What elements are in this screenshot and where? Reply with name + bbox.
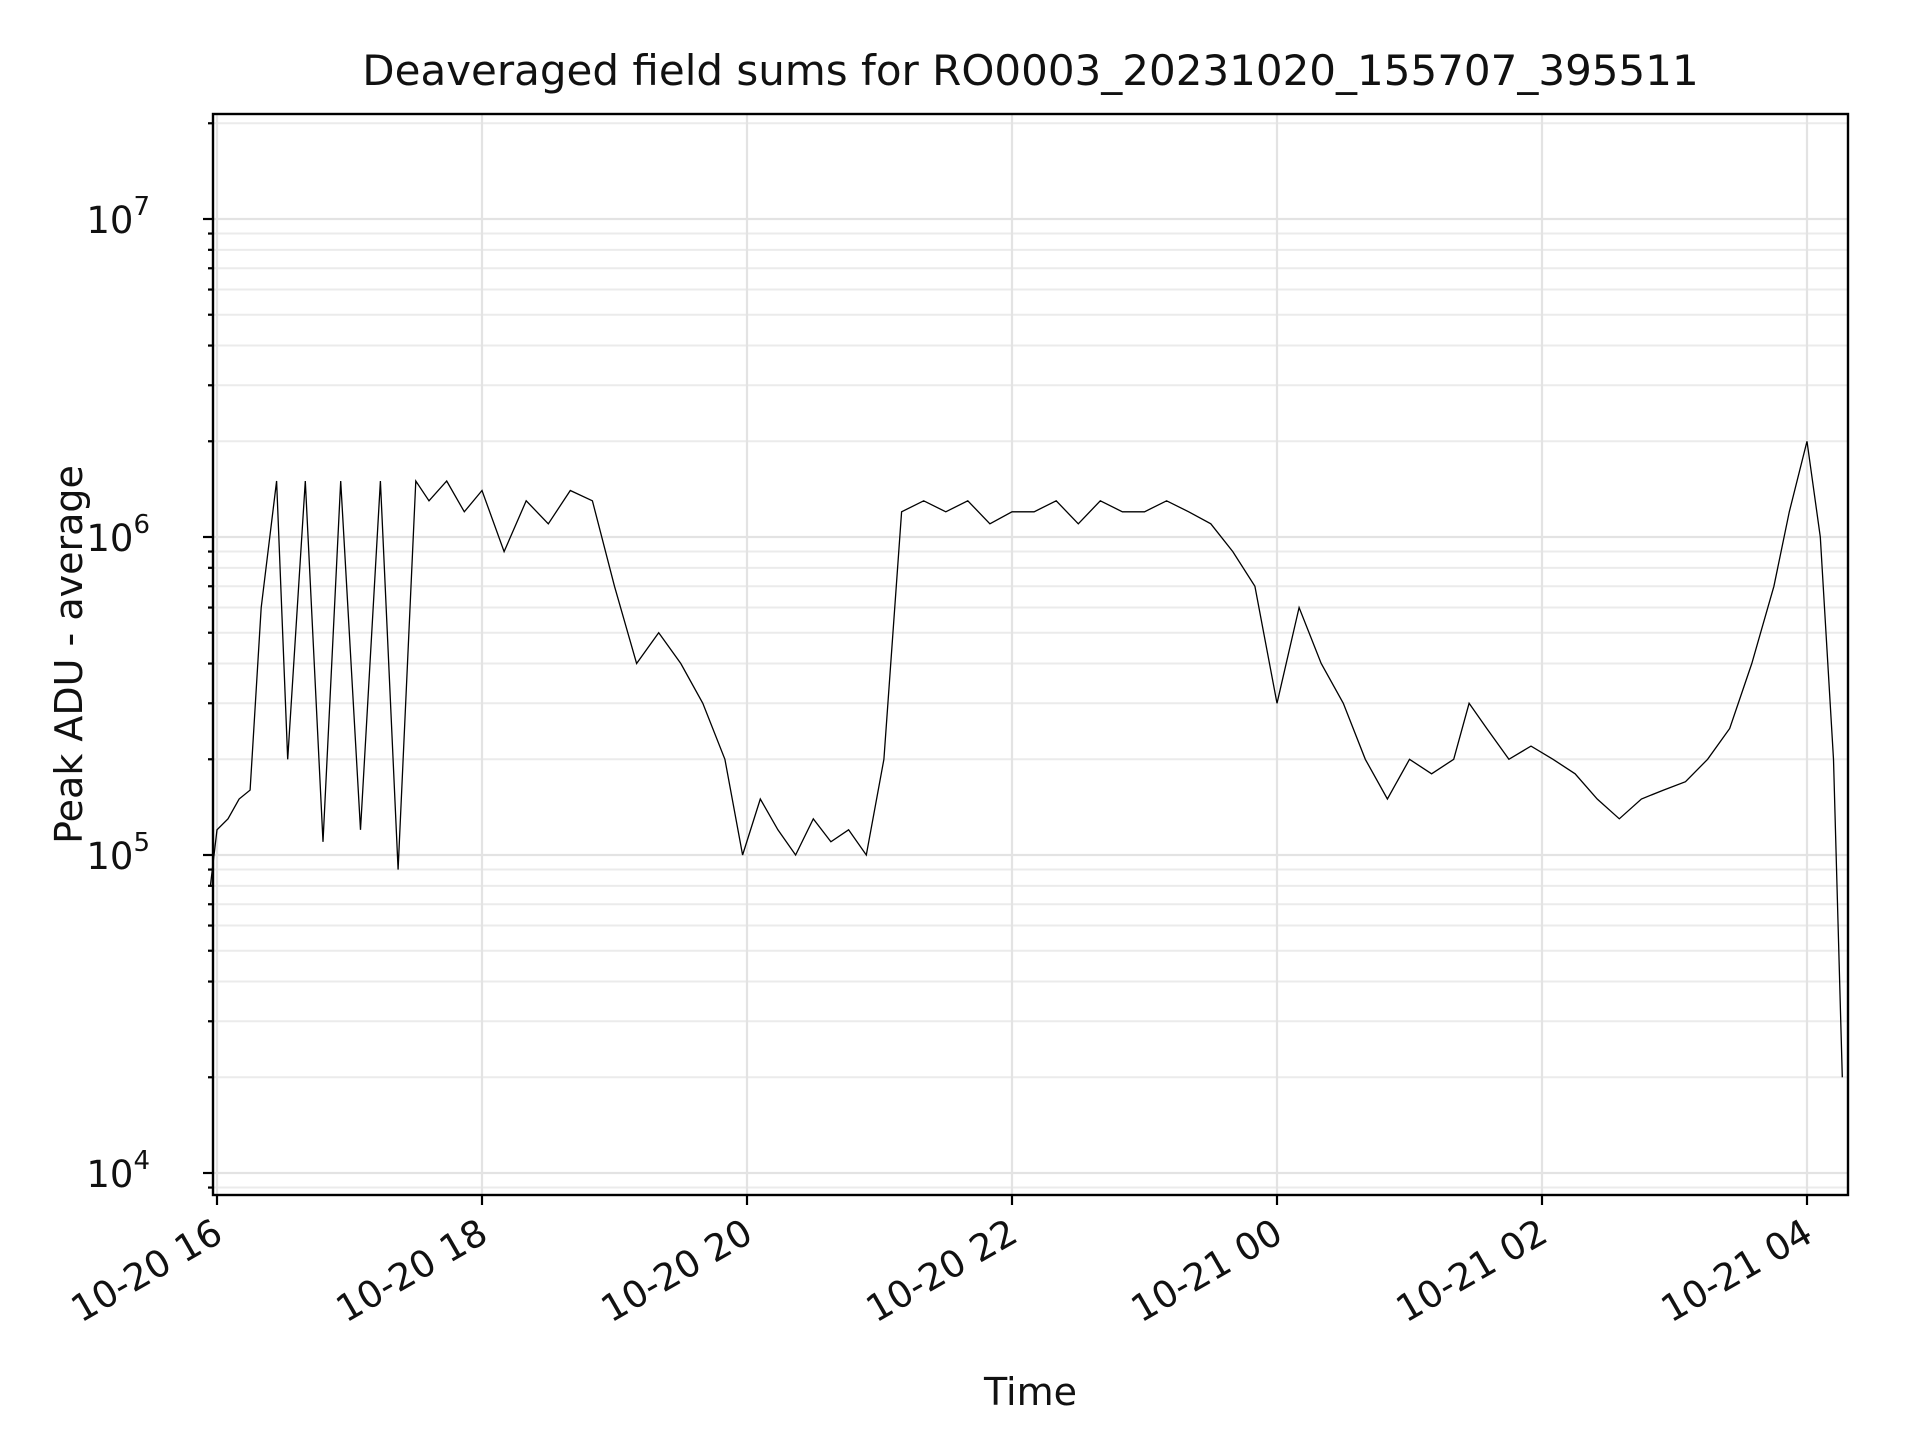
x-tick-label: 10-20 16 <box>64 1211 230 1331</box>
series-line <box>209 441 1843 1078</box>
chart-title: Deaveraged field sums for RO0003_2023102… <box>362 46 1698 95</box>
x-tick-label: 10-21 02 <box>1389 1211 1555 1331</box>
tick-marks <box>203 122 1809 1205</box>
y-tick-label: 106 <box>86 510 150 560</box>
y-tick-label: 105 <box>86 828 150 878</box>
x-tick-label: 10-20 20 <box>594 1211 760 1331</box>
x-tick-label: 10-20 22 <box>859 1211 1025 1331</box>
x-tick-label: 10-20 18 <box>329 1211 495 1331</box>
y-tick-label: 104 <box>86 1146 150 1196</box>
y-tick-labels: 104 105 106 107 <box>86 192 150 1196</box>
y-tick-label: 107 <box>86 192 150 242</box>
x-tick-label: 10-21 00 <box>1124 1211 1290 1331</box>
series-layer <box>209 441 1843 1078</box>
plot-frame <box>211 112 1850 1197</box>
x-axis-label: Time <box>983 1370 1077 1414</box>
x-tick-labels: 10-20 16 10-20 18 10-20 20 10-20 22 10-21 00… <box>64 1211 1820 1331</box>
x-tick-label: 10-21 04 <box>1654 1211 1820 1331</box>
y-axis-label: Peak ADU - average <box>47 465 91 844</box>
grid-lines <box>213 114 1848 1195</box>
